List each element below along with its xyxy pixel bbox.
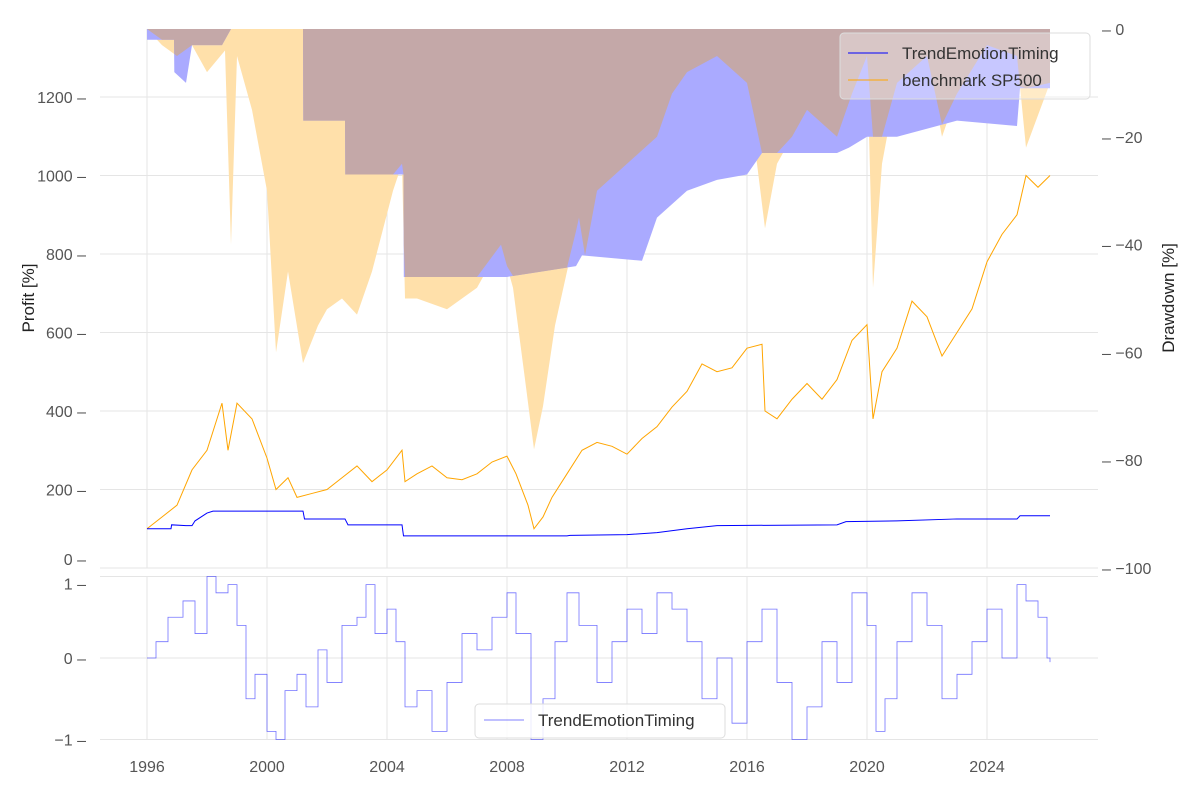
y-tick-label: 0 –: [64, 552, 86, 569]
y-tick-label: 200 –: [46, 483, 86, 500]
drawdown-areas: [147, 29, 1050, 450]
x-tick-label: 2020: [849, 759, 885, 776]
legend-label-benchmark: benchmark SP500: [902, 71, 1042, 90]
y2-tick-label: – −100: [1102, 561, 1151, 578]
strategy-line: [147, 510, 1050, 537]
indicator-legend: TrendEmotionTiming: [474, 703, 726, 739]
x-tick-label: 2000: [249, 759, 285, 776]
y2-tick-label: – −60: [1102, 345, 1143, 362]
y-axis-label: Profit [%]: [19, 264, 38, 333]
tick-labels: 1996 2000 2004 2008 2012 2016 2020 2024 0 – 200 –…: [37, 22, 1151, 776]
y2-axis-label: Drawdown [%]: [1159, 243, 1178, 353]
indicator-tick-label: 1 –: [64, 577, 86, 594]
y-tick-label: 1200 –: [37, 90, 86, 107]
y-tick-label: 1000 –: [37, 169, 86, 186]
main-legend: TrendEmotionTiming benchmark SP500: [839, 32, 1091, 100]
x-tick-label: 2008: [489, 759, 525, 776]
y-tick-label: 400 –: [46, 404, 86, 421]
indicator-tick-label: −1 –: [54, 733, 86, 750]
x-tick-label: 2012: [609, 759, 645, 776]
y-tick-label: 800 –: [46, 247, 86, 264]
series-lines: [146, 174, 1051, 740]
legend-label-strategy: TrendEmotionTiming: [902, 44, 1059, 63]
x-tick-label: 2016: [729, 759, 765, 776]
y2-tick-label: – 0: [1102, 22, 1124, 39]
x-tick-label: 1996: [129, 759, 165, 776]
y2-tick-label: – −20: [1102, 130, 1143, 147]
y-tick-label: 600 –: [46, 326, 86, 343]
indicator-line: [147, 576, 1051, 740]
indicator-tick-label: 0 –: [64, 651, 86, 668]
benchmark-line: [146, 174, 1051, 530]
x-tick-label: 2024: [969, 759, 1005, 776]
x-tick-label: 2004: [369, 759, 405, 776]
y2-tick-label: – −80: [1102, 453, 1143, 470]
legend-label-indicator: TrendEmotionTiming: [538, 711, 695, 730]
overlap-drawdown-area: [147, 29, 1050, 277]
y2-tick-label: – −40: [1102, 238, 1143, 255]
